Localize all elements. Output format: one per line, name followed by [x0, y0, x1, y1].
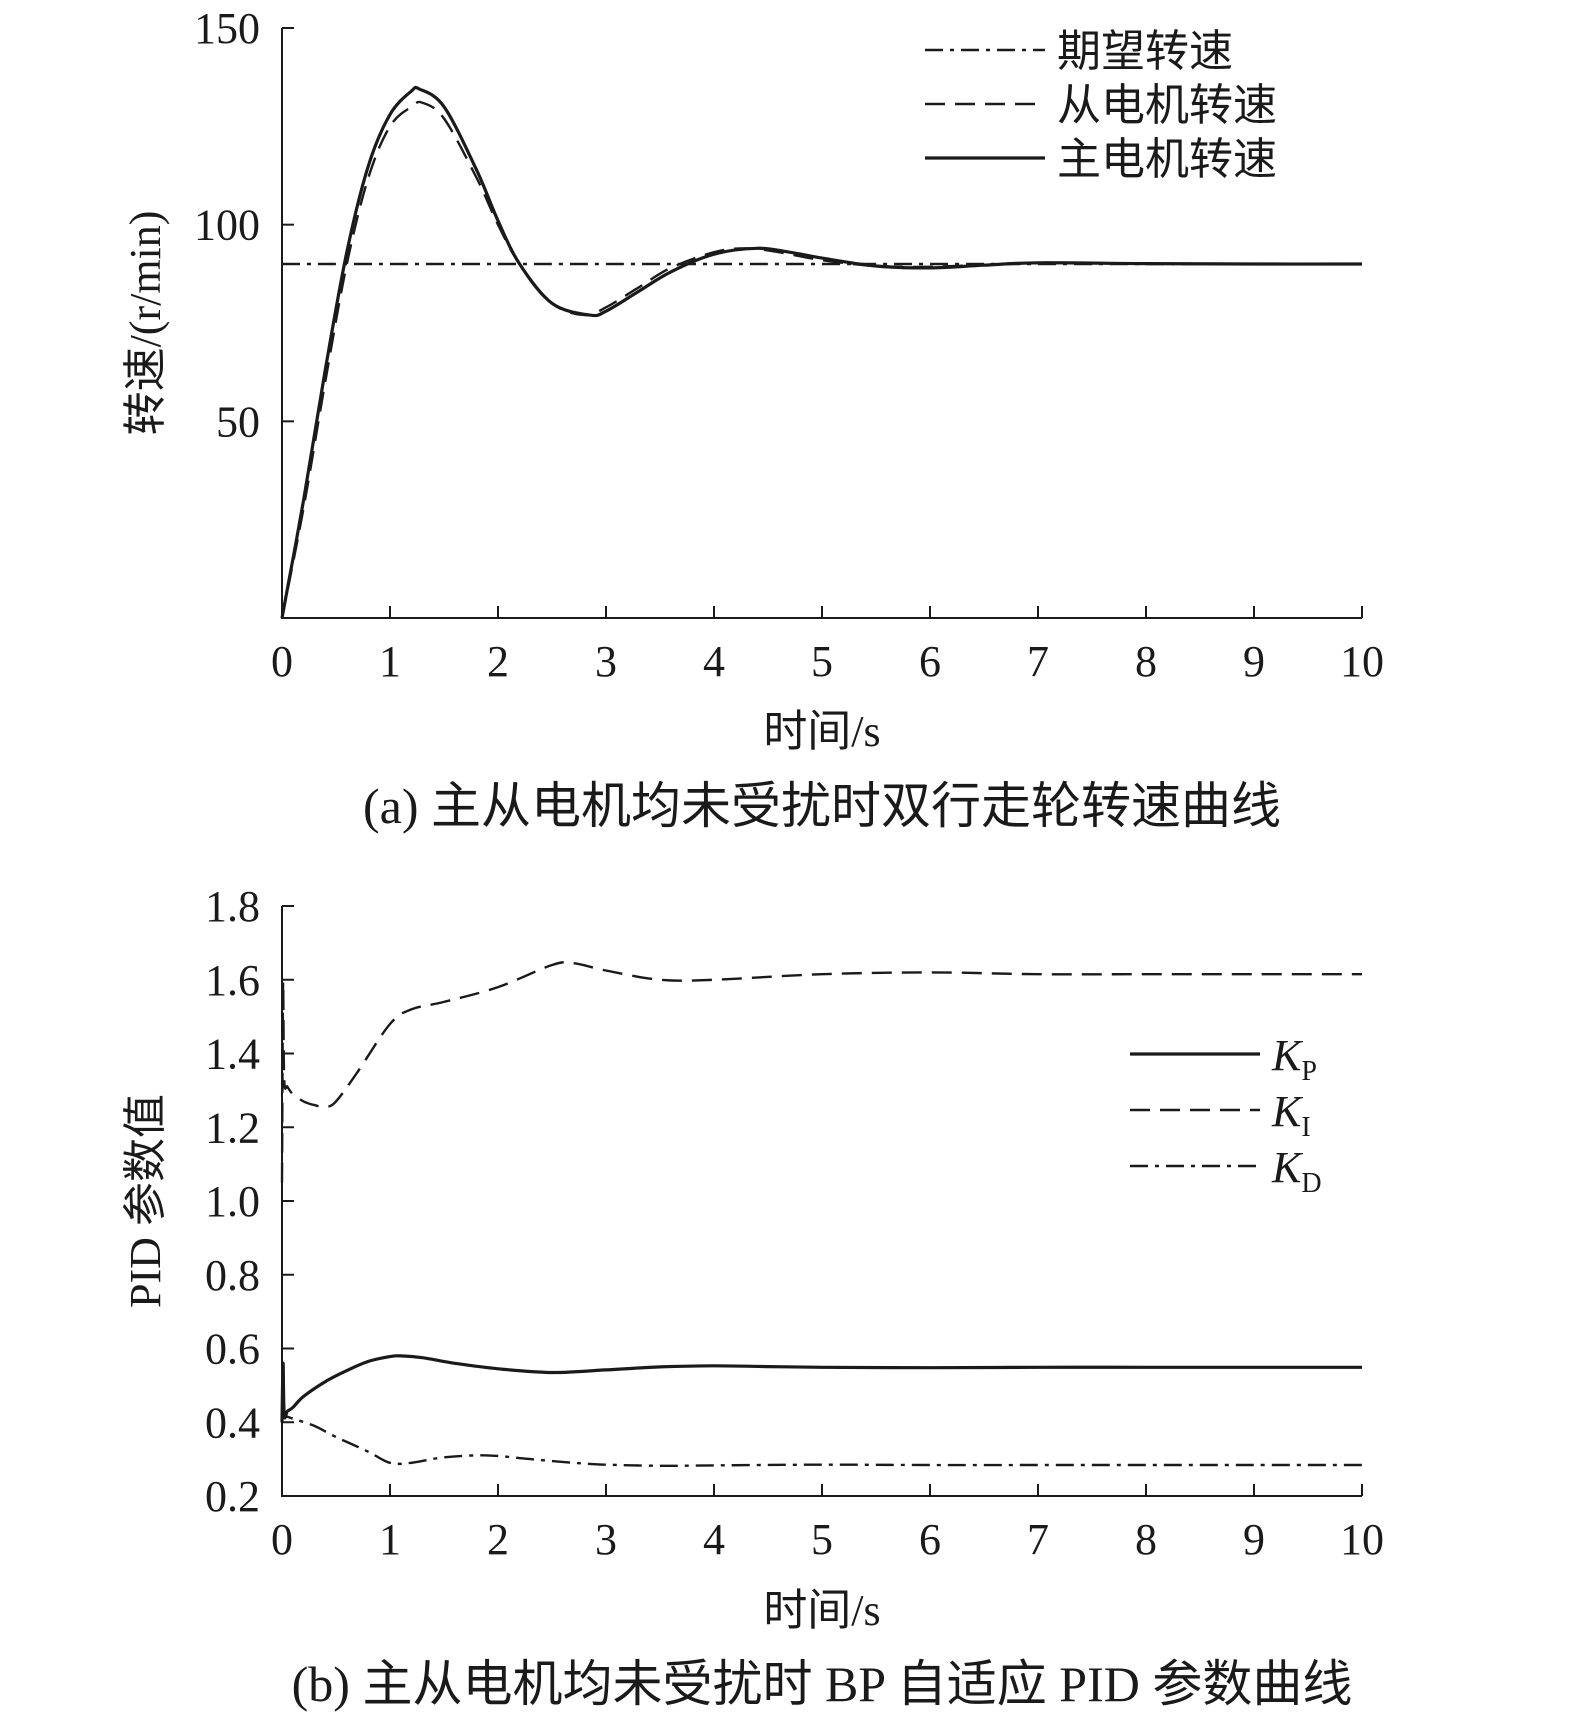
chart-b-x-tick-label: 10: [1340, 1515, 1384, 1564]
chart-a: 0 1 2 3 4 5 6 7 8 9 10 50 100 150 时间/s 转速/(r/min) 期望转…: [121, 4, 1384, 834]
chart-a-y-axis-label: 转速/(r/min): [121, 211, 170, 436]
chart-b-x-tick-label: 5: [811, 1515, 833, 1564]
chart-b-legend-label-3: KD: [1271, 1143, 1322, 1199]
chart-b-y-tick-label: 1.4: [205, 1030, 260, 1079]
chart-b-y-tick-label: 0.2: [205, 1472, 260, 1521]
chart-b-series-1-line: [280, 1354, 1362, 1423]
chart-b-y-tick-label: 1.2: [205, 1103, 260, 1152]
chart-b-x-tick-label: 1: [379, 1515, 401, 1564]
chart-b-x-tick-label: 3: [595, 1515, 617, 1564]
chart-a-x-tick-label: 2: [487, 637, 509, 686]
chart-a-series-3-line: [280, 85, 1363, 619]
chart-b-x-tick-label: 4: [703, 1515, 725, 1564]
chart-a-series-layer: [280, 85, 1363, 619]
chart-b-y-tick-label: 1.8: [205, 882, 260, 931]
chart-a-legend-label-3: 主电机转速: [1057, 135, 1277, 184]
chart-b-x-tick-label: 0: [271, 1515, 293, 1564]
chart-a-x-tick-label: 1: [379, 637, 401, 686]
chart-a-x-tick-label: 7: [1027, 637, 1049, 686]
chart-b-y-tick-label: 0.8: [205, 1251, 260, 1300]
chart-b-y-tick-label: 1.0: [205, 1177, 260, 1226]
chart-b-x-tick-label: 2: [487, 1515, 509, 1564]
chart-b-legend-label-1: KP: [1271, 1031, 1317, 1087]
chart-b-series-layer: [280, 961, 1362, 1468]
chart-a-x-axis-label: 时间/s: [763, 707, 880, 756]
chart-a-x-tick-label: 5: [811, 637, 833, 686]
chart-a-x-tick-label: 8: [1135, 637, 1157, 686]
chart-a-legend-label-1: 期望转速: [1057, 27, 1233, 76]
chart-b-x-tick-label: 6: [919, 1515, 941, 1564]
chart-b-x-axis-label: 时间/s: [763, 1586, 880, 1635]
chart-b-x-tick-label: 9: [1243, 1515, 1265, 1564]
chart-a-x-tick-label: 3: [595, 637, 617, 686]
chart-b-ticks: 0 1 2 3 4 5 6 7 8 9 10 0.2 0.4 0.6 0.8 1.0 1.2 1.4 1.6 1.8: [205, 882, 1384, 1564]
chart-a-x-tick-label: 10: [1340, 637, 1384, 686]
chart-a-y-tick-label: 50: [216, 397, 260, 446]
chart-a-ticks: 0 1 2 3 4 5 6 7 8 9 10 50 100 150: [194, 4, 1384, 686]
chart-b-series-3-line: [280, 1413, 1362, 1468]
chart-b: 0 1 2 3 4 5 6 7 8 9 100.20.40.60.81.01.21.41.61.8 …: [121, 882, 1384, 1712]
chart-b-x-tick-label: 7: [1027, 1515, 1049, 1564]
chart-b-legend-label-2: KI: [1271, 1087, 1311, 1143]
chart-b-y-tick-label: 0.4: [205, 1398, 260, 1447]
chart-b-y-axis-label: PID 参数值: [121, 1094, 170, 1308]
chart-a-y-tick-label: 150: [194, 4, 260, 53]
chart-b-series-2-line: [280, 961, 1362, 1183]
chart-b-y-tick-label: 1.6: [205, 956, 260, 1005]
chart-a-x-tick-label: 4: [703, 637, 725, 686]
chart-b-y-tick-label: 0.6: [205, 1325, 260, 1374]
chart-b-axes: [281, 906, 1362, 1497]
chart-a-x-tick-label: 9: [1243, 637, 1265, 686]
chart-b-x-tick-label: 8: [1135, 1515, 1157, 1564]
chart-a-legend-label-2: 从电机转速: [1057, 81, 1277, 130]
chart-a-y-tick-label: 100: [194, 201, 260, 250]
chart-a-caption: (a) 主从电机均未受扰时双行走轮转速曲线: [363, 778, 1281, 834]
chart-a-x-tick-label: 0: [271, 637, 293, 686]
chart-b-caption: (b) 主从电机均未受扰时 BP 自适应 PID 参数曲线: [292, 1656, 1353, 1712]
chart-a-x-tick-label: 6: [919, 637, 941, 686]
